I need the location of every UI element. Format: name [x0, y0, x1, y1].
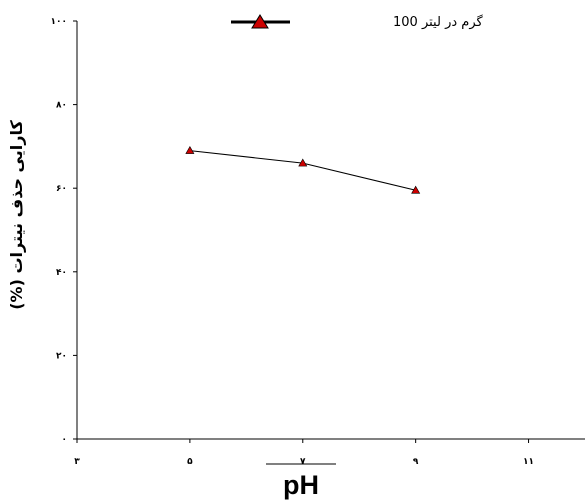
- legend-marker-triangle: [251, 14, 269, 29]
- y-tick-label: ۸۰: [56, 101, 67, 111]
- data-point-marker: [185, 145, 195, 154]
- legend: گرم در لیتر 100: [231, 14, 483, 30]
- x-tick-label: ۱۱: [523, 457, 534, 467]
- x-tick-label: ۷: [300, 457, 306, 467]
- x-tick-label: ۹: [413, 457, 419, 467]
- y-tick-label: ۰: [62, 435, 68, 445]
- x-axis-ticks: ۳ ۵ ۷ ۹ ۱۱: [74, 439, 534, 467]
- x-tick-label: ۵: [187, 457, 193, 467]
- series-layer: [185, 145, 421, 194]
- x-tick-label: ۳: [74, 457, 80, 467]
- series-line: [189, 150, 416, 191]
- plot-area: ۰ ۲۰ ۴۰ ۶۰ ۸۰ ۱۰۰ ۳ ۵ ۷ ۹ ۱۱: [51, 17, 585, 467]
- y-tick-label: ۱۰۰: [51, 17, 67, 27]
- x-axis-title: pH: [283, 470, 319, 500]
- data-point-marker: [411, 185, 421, 194]
- y-axis-ticks: ۰ ۲۰ ۴۰ ۶۰ ۸۰ ۱۰۰: [51, 17, 77, 445]
- y-axis-title: کارایی حذف نیترات (%): [7, 120, 26, 310]
- y-tick-label: ۶۰: [56, 184, 67, 194]
- data-point-marker: [298, 158, 308, 167]
- y-tick-label: ۲۰: [56, 351, 67, 361]
- y-tick-label: ۴۰: [56, 268, 67, 278]
- legend-label: گرم در لیتر 100: [393, 14, 483, 30]
